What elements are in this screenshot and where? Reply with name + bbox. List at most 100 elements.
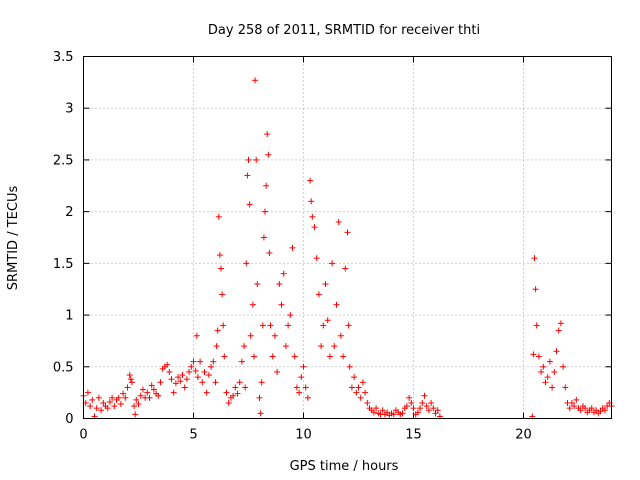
data-point <box>238 358 245 365</box>
data-point <box>89 396 96 403</box>
data-point <box>212 379 219 386</box>
data-point <box>601 407 608 414</box>
data-point <box>542 379 549 386</box>
data-point <box>304 394 311 401</box>
data-point <box>553 348 560 355</box>
data-point <box>263 182 270 189</box>
data-point <box>124 384 131 391</box>
data-point <box>311 224 318 231</box>
data-point <box>168 376 175 383</box>
data-point <box>335 218 342 225</box>
data-point <box>337 332 344 339</box>
data-point <box>320 322 327 329</box>
data-point <box>225 399 232 406</box>
data-point <box>276 281 283 288</box>
data-point <box>533 322 540 329</box>
y-tick-label: 0.5 <box>53 360 74 375</box>
y-axis-label: SRMTID / TECUs <box>6 186 21 291</box>
data-point <box>179 372 186 379</box>
data-point <box>340 353 347 360</box>
data-point <box>199 379 206 386</box>
data-point <box>190 358 197 365</box>
data-point <box>132 411 139 418</box>
points-layer <box>80 77 615 420</box>
data-point <box>425 407 432 414</box>
data-point <box>135 401 142 408</box>
data-point <box>282 343 289 350</box>
data-point <box>434 407 441 414</box>
data-point <box>95 394 102 401</box>
data-point <box>410 405 417 412</box>
data-point <box>309 213 316 220</box>
data-point <box>399 410 406 417</box>
data-point <box>357 394 364 401</box>
data-point <box>390 411 397 418</box>
data-point <box>345 322 352 329</box>
data-point <box>93 405 100 412</box>
y-tick-label: 3.5 <box>53 50 74 65</box>
data-point <box>532 286 539 293</box>
data-point <box>535 353 542 360</box>
data-point <box>208 363 215 370</box>
data-point <box>302 384 309 391</box>
data-point <box>557 320 564 327</box>
data-point <box>257 410 264 417</box>
data-point <box>597 408 604 415</box>
data-point <box>188 363 195 370</box>
data-point <box>201 368 208 375</box>
data-point <box>271 332 278 339</box>
data-point <box>421 392 428 399</box>
data-point <box>571 403 578 410</box>
data-point <box>192 367 199 374</box>
data-point <box>210 358 217 365</box>
data-point <box>98 407 105 414</box>
data-point <box>259 322 266 329</box>
plot-frame <box>83 56 612 419</box>
y-tick-label: 0 <box>65 412 73 427</box>
data-point <box>100 399 107 406</box>
x-tick-label: 15 <box>405 428 422 443</box>
data-point <box>406 394 413 401</box>
data-point <box>87 403 94 410</box>
x-tick-label: 20 <box>515 428 532 443</box>
data-point <box>324 317 331 324</box>
data-point <box>573 396 580 403</box>
y-tick-label: 2.5 <box>53 153 74 168</box>
data-point <box>593 407 600 414</box>
data-point <box>293 384 300 391</box>
data-point <box>236 379 243 386</box>
data-point <box>218 265 224 272</box>
data-point <box>247 332 254 339</box>
data-point <box>408 399 415 406</box>
data-point <box>133 396 140 403</box>
data-point <box>566 405 573 412</box>
x-tick-label: 0 <box>79 428 87 443</box>
data-point <box>538 368 545 375</box>
x-tick-label: 5 <box>189 428 197 443</box>
data-point <box>241 343 248 350</box>
data-point <box>254 281 261 288</box>
data-point <box>370 409 377 416</box>
data-point <box>544 374 551 381</box>
y-tick-label: 1.5 <box>53 257 74 272</box>
chart-title: Day 258 of 2011, SRMTID for receiver tht… <box>208 23 480 38</box>
data-point <box>432 410 439 417</box>
data-point <box>430 405 437 412</box>
data-point <box>166 368 173 375</box>
y-tick-label: 2 <box>65 205 73 220</box>
data-point <box>549 384 556 391</box>
data-point <box>157 379 164 386</box>
y-tick-label: 1 <box>65 309 73 324</box>
data-point <box>258 379 265 386</box>
data-point <box>333 301 340 308</box>
data-point <box>175 374 182 381</box>
data-point <box>267 322 274 329</box>
data-point <box>203 389 210 396</box>
data-point <box>266 250 273 257</box>
data-point <box>127 376 134 383</box>
data-point <box>531 255 538 262</box>
data-point <box>280 270 287 277</box>
data-point <box>137 392 144 399</box>
data-point <box>245 156 252 163</box>
data-point <box>234 390 241 397</box>
